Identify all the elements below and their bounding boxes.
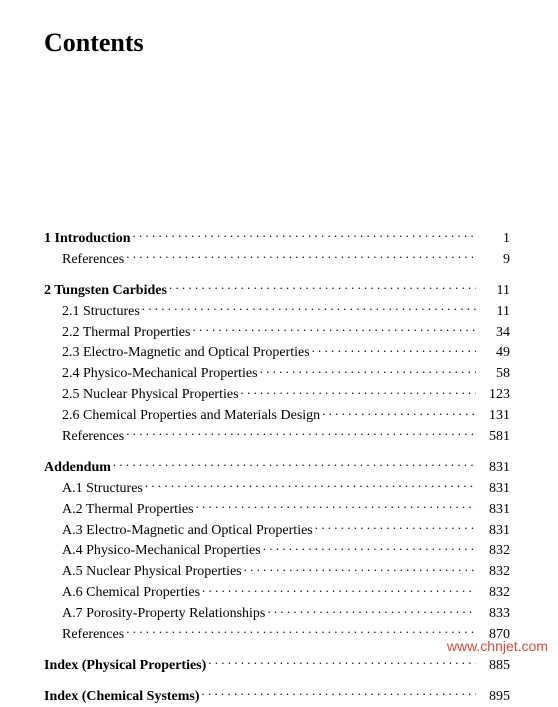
toc-entry-page: 832 bbox=[480, 584, 510, 603]
toc-row: A.1 Structures 831 bbox=[44, 478, 510, 499]
toc-leader-dots bbox=[267, 603, 476, 617]
toc-entry-label: A.6 Chemical Properties bbox=[62, 584, 200, 603]
toc-entry-page: 131 bbox=[480, 407, 510, 426]
toc-leader-dots bbox=[113, 457, 476, 471]
toc-row: Addendum 831 bbox=[44, 457, 510, 478]
toc-leader-dots bbox=[126, 426, 476, 440]
toc-entry-label: A.2 Thermal Properties bbox=[62, 501, 194, 520]
toc-leader-dots bbox=[202, 686, 476, 700]
toc-entry-label: 2.2 Thermal Properties bbox=[62, 324, 190, 343]
toc-leader-dots bbox=[202, 582, 476, 596]
toc-leader-dots bbox=[260, 363, 476, 377]
toc-leader-dots bbox=[244, 561, 476, 575]
toc-entry-page: 49 bbox=[480, 344, 510, 363]
toc-leader-dots bbox=[145, 478, 476, 492]
toc-entry-label: 2.6 Chemical Properties and Materials De… bbox=[62, 407, 320, 426]
toc-entry-page: 831 bbox=[480, 459, 510, 478]
toc-row: Index (Chemical Systems) 895 bbox=[44, 686, 510, 707]
toc-leader-dots bbox=[192, 322, 476, 336]
toc-row: 2.6 Chemical Properties and Materials De… bbox=[44, 405, 510, 426]
toc-leader-dots bbox=[241, 384, 476, 398]
toc-entry-label: References bbox=[62, 428, 124, 447]
toc-entry-page: 34 bbox=[480, 324, 510, 343]
toc-entry-label: 2 Tungsten Carbides bbox=[44, 282, 167, 301]
toc-leader-dots bbox=[126, 624, 476, 638]
toc-entry-page: 832 bbox=[480, 563, 510, 582]
toc-entry-label: A.3 Electro-Magnetic and Optical Propert… bbox=[62, 522, 313, 541]
toc-entry-label: 2.5 Nuclear Physical Properties bbox=[62, 386, 239, 405]
toc-entry-page: 895 bbox=[480, 688, 510, 707]
toc-entry-page: 832 bbox=[480, 542, 510, 561]
toc-row: References870 bbox=[44, 624, 510, 645]
toc-entry-page: 831 bbox=[480, 522, 510, 541]
toc-row: 2.3 Electro-Magnetic and Optical Propert… bbox=[44, 342, 510, 363]
toc-row: 2.2 Thermal Properties 34 bbox=[44, 322, 510, 343]
toc-leader-dots bbox=[315, 520, 476, 534]
toc-row: A.4 Physico-Mechanical Properties 832 bbox=[44, 540, 510, 561]
toc-leader-dots bbox=[132, 228, 476, 242]
page-title: Contents bbox=[44, 28, 510, 58]
toc-entry-page: 123 bbox=[480, 386, 510, 405]
toc-row: A.5 Nuclear Physical Properties 832 bbox=[44, 561, 510, 582]
toc-entry-label: Index (Chemical Systems) bbox=[44, 688, 200, 707]
toc-leader-dots bbox=[208, 655, 476, 669]
toc-entry-label: 2.4 Physico-Mechanical Properties bbox=[62, 365, 258, 384]
toc-leader-dots bbox=[142, 301, 476, 315]
toc-row: A.6 Chemical Properties 832 bbox=[44, 582, 510, 603]
toc-entry-page: 831 bbox=[480, 480, 510, 499]
toc-entry-label: Index (Physical Properties) bbox=[44, 657, 206, 676]
toc-leader-dots bbox=[126, 249, 476, 263]
toc-row: References 9 bbox=[44, 249, 510, 270]
toc-row: 2.1 Structures 11 bbox=[44, 301, 510, 322]
toc-entry-page: 9 bbox=[480, 251, 510, 270]
toc-leader-dots bbox=[169, 280, 476, 294]
toc-entry-label: References bbox=[62, 626, 124, 645]
toc-entry-page: 833 bbox=[480, 605, 510, 624]
toc-row: Index (Physical Properties) 885 bbox=[44, 655, 510, 676]
toc-entry-page: 885 bbox=[480, 657, 510, 676]
toc-row: A.3 Electro-Magnetic and Optical Propert… bbox=[44, 520, 510, 541]
toc-entry-label: 2.3 Electro-Magnetic and Optical Propert… bbox=[62, 344, 310, 363]
toc-entry-page: 831 bbox=[480, 501, 510, 520]
toc-entry-label: 1 Introduction bbox=[44, 230, 130, 249]
toc-row: References 581 bbox=[44, 426, 510, 447]
contents-page: Contents 1 Introduction 1 References 9 2 Tun… bbox=[0, 0, 558, 658]
toc-entry-label: References bbox=[62, 251, 124, 270]
toc-leader-dots bbox=[196, 499, 476, 513]
toc-leader-dots bbox=[312, 342, 476, 356]
toc-row: 1 Introduction 1 bbox=[44, 228, 510, 249]
watermark-text: www.chnjet.com bbox=[447, 638, 548, 654]
toc-entry-label: A.4 Physico-Mechanical Properties bbox=[62, 542, 261, 561]
toc-leader-dots bbox=[263, 540, 476, 554]
toc-row: A.2 Thermal Properties 831 bbox=[44, 499, 510, 520]
toc-entry-label: A.7 Porosity-Property Relationships bbox=[62, 605, 265, 624]
toc-entry-page: 1 bbox=[480, 230, 510, 249]
toc-leader-dots bbox=[322, 405, 476, 419]
toc-entry-page: 581 bbox=[480, 428, 510, 447]
toc-row: 2.4 Physico-Mechanical Properties 58 bbox=[44, 363, 510, 384]
table-of-contents: 1 Introduction 1 References 9 2 Tungsten Car… bbox=[44, 228, 510, 707]
toc-entry-label: A.5 Nuclear Physical Properties bbox=[62, 563, 242, 582]
toc-row: 2 Tungsten Carbides 11 bbox=[44, 280, 510, 301]
toc-entry-label: 2.1 Structures bbox=[62, 303, 140, 322]
toc-entry-page: 11 bbox=[480, 282, 510, 301]
toc-row: 2.5 Nuclear Physical Properties 123 bbox=[44, 384, 510, 405]
toc-entry-label: A.1 Structures bbox=[62, 480, 143, 499]
toc-entry-label: Addendum bbox=[44, 459, 111, 478]
toc-entry-page: 11 bbox=[480, 303, 510, 322]
toc-entry-page: 58 bbox=[480, 365, 510, 384]
toc-row: A.7 Porosity-Property Relationships 833 bbox=[44, 603, 510, 624]
